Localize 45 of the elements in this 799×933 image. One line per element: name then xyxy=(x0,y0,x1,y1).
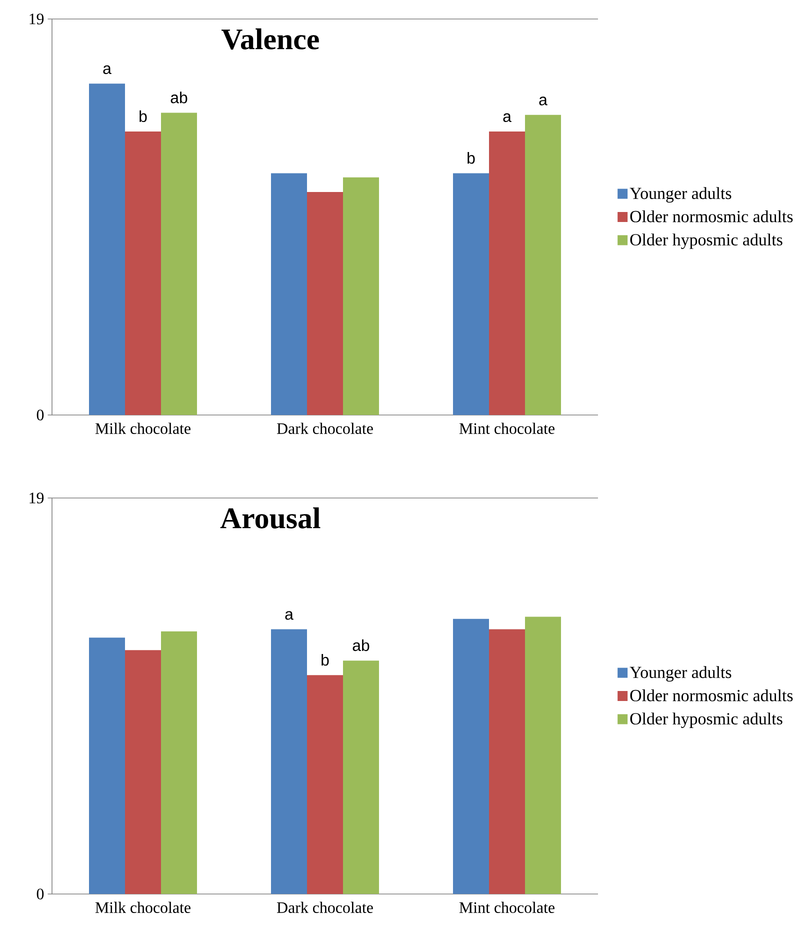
y-tick-label: 19 xyxy=(30,492,44,504)
legend-label: Older hyposmic adults xyxy=(630,234,782,249)
bar xyxy=(343,177,380,415)
x-tick-label: Dark chocolate xyxy=(276,422,373,434)
bar xyxy=(343,660,380,894)
bar xyxy=(489,629,526,894)
bar xyxy=(161,631,197,894)
bar xyxy=(525,114,562,415)
bar xyxy=(125,650,161,894)
data-label: a xyxy=(285,611,294,620)
bar xyxy=(489,132,526,415)
chart-title: Valence xyxy=(221,28,319,50)
data-label: ab xyxy=(352,639,370,652)
legend-label: Younger adults xyxy=(630,187,732,203)
x-tick-label: Mint chocolate xyxy=(459,422,554,434)
x-tick-label: Milk chocolate xyxy=(95,902,190,913)
data-label: b xyxy=(140,110,147,122)
y-tick-label: 0 xyxy=(36,410,44,420)
data-label: a xyxy=(539,96,548,106)
bar xyxy=(89,84,125,415)
y-tick-label: 0 xyxy=(36,888,44,900)
y-tick-label: 19 xyxy=(30,14,44,24)
bar xyxy=(161,112,197,415)
bar xyxy=(525,616,562,894)
bar xyxy=(271,629,307,894)
legend-label: Older normosmic adults xyxy=(630,689,793,702)
bar xyxy=(453,173,490,415)
bar xyxy=(307,675,343,894)
data-label: ab xyxy=(170,92,188,104)
bar xyxy=(125,132,161,415)
x-tick-label: Milk chocolate xyxy=(95,422,190,434)
legend-label: Younger adults xyxy=(630,666,732,682)
x-tick-label: Mint chocolate xyxy=(459,902,554,913)
data-label: a xyxy=(503,113,512,122)
bar xyxy=(89,638,125,894)
x-tick-label: Dark chocolate xyxy=(276,902,373,913)
bar xyxy=(453,618,490,894)
data-label: b xyxy=(468,152,475,164)
chart-title: Arousal xyxy=(220,507,320,529)
data-label: b xyxy=(322,654,329,666)
legend-label: Older normosmic adults xyxy=(630,210,793,222)
bar xyxy=(307,192,343,415)
legend-label: Older hyposmic adults xyxy=(630,712,782,728)
bar xyxy=(271,173,307,415)
data-label: a xyxy=(103,65,112,74)
